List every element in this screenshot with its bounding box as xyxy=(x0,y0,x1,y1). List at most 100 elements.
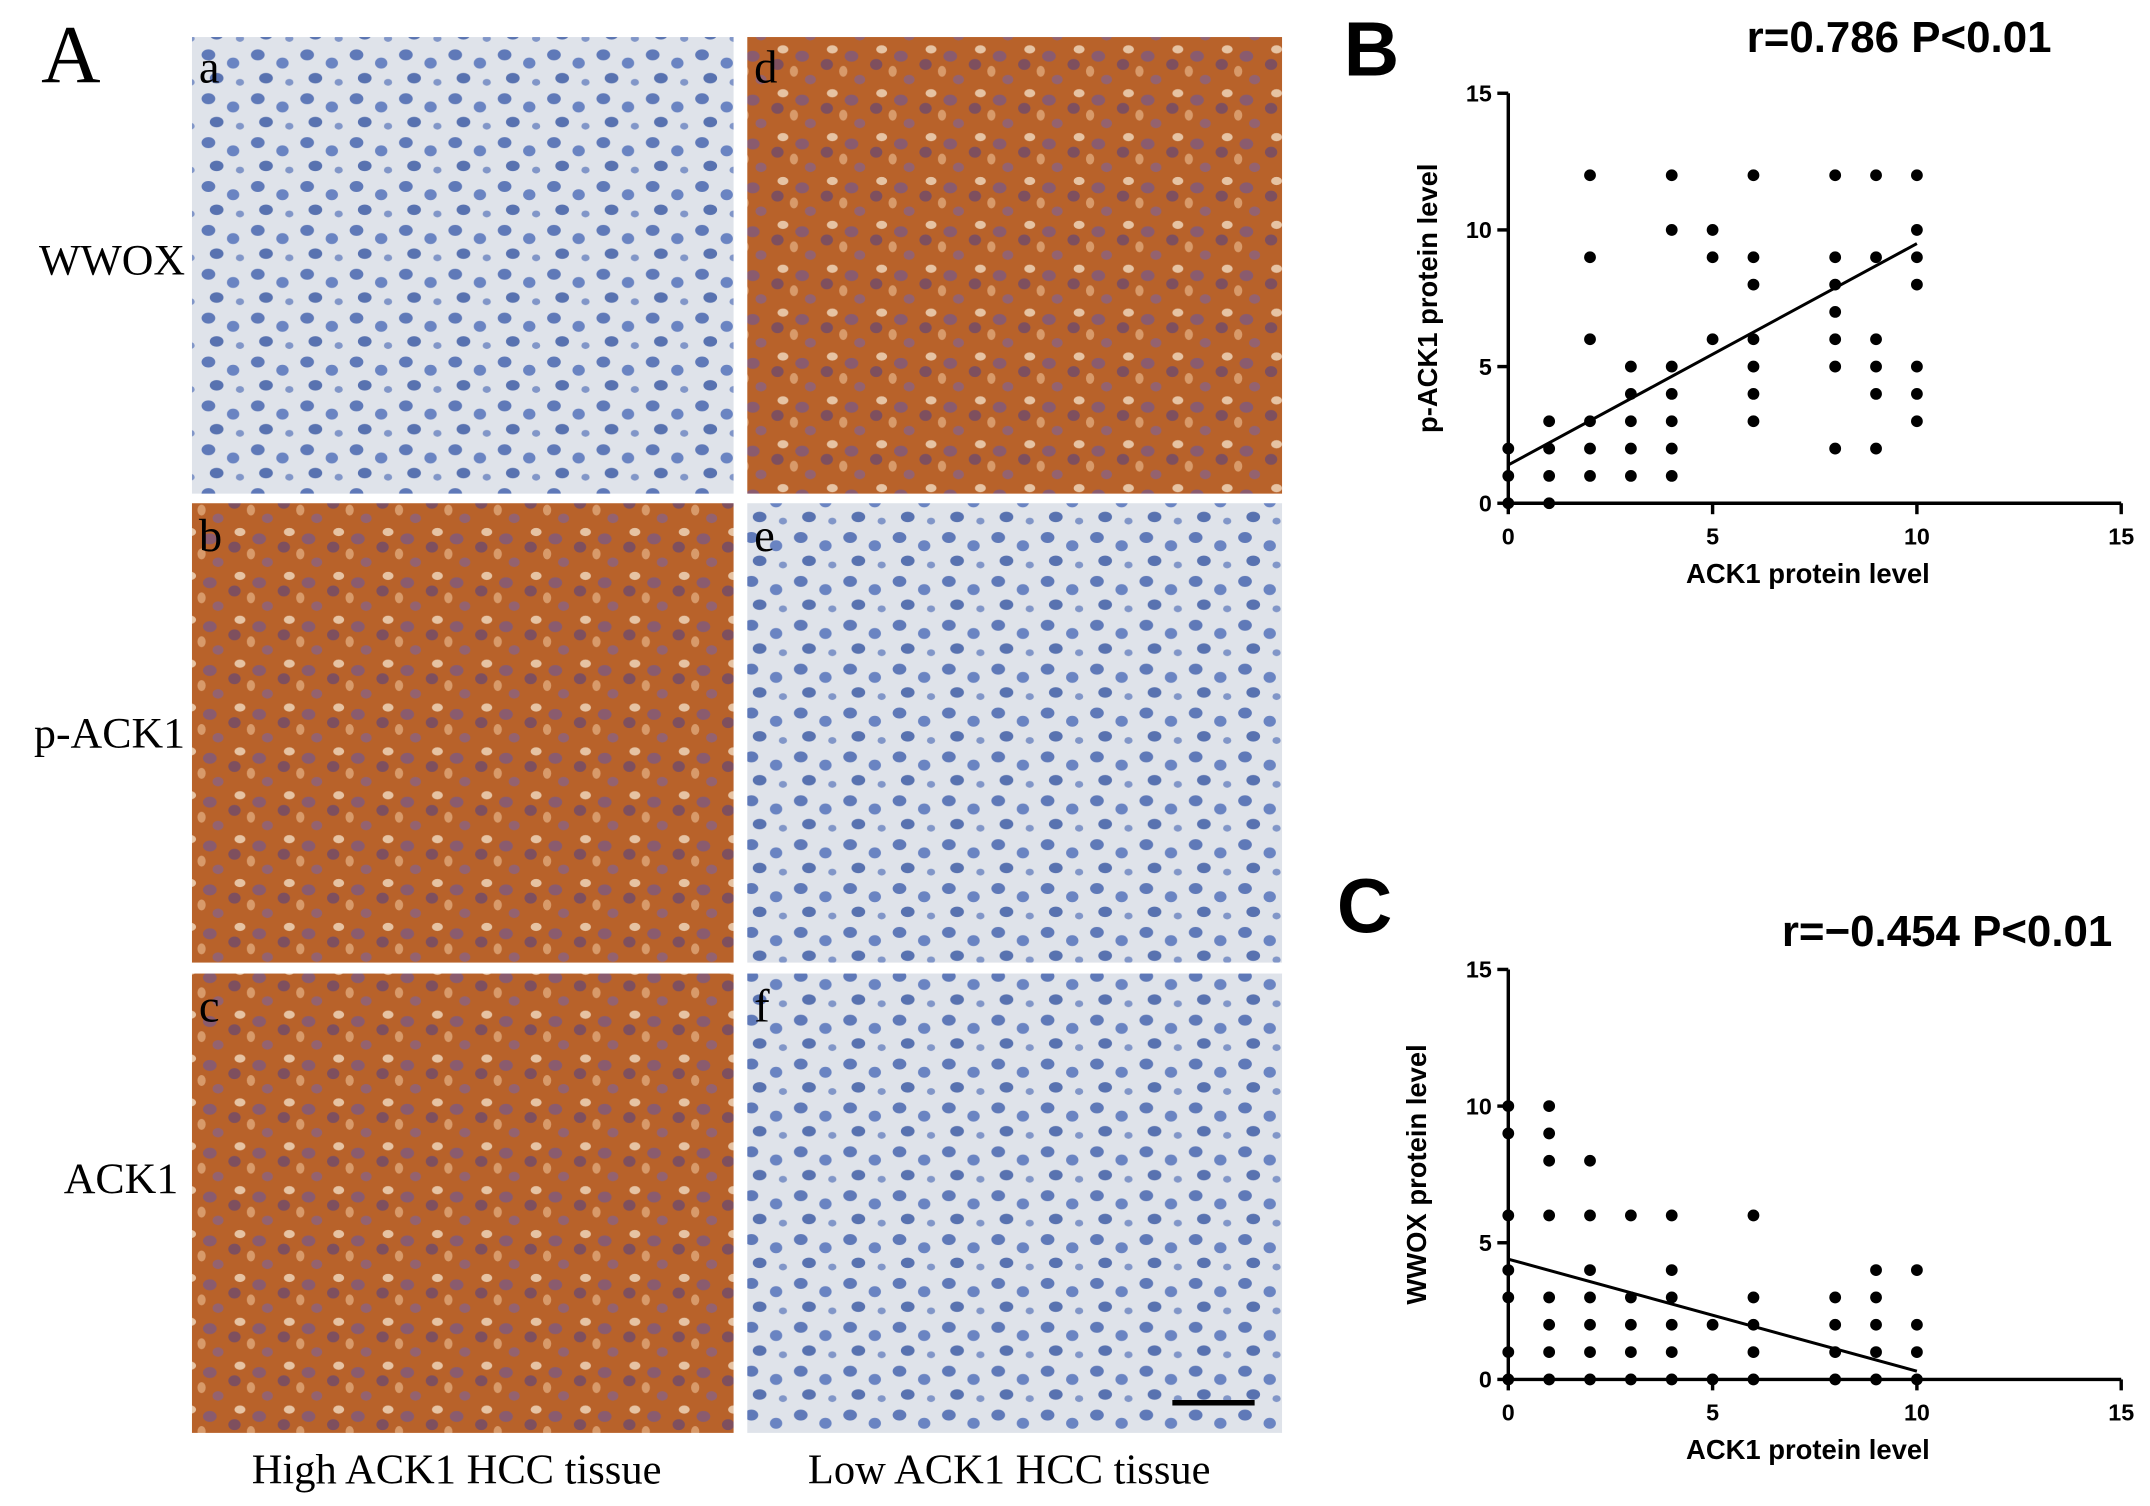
point xyxy=(1911,278,1923,291)
point xyxy=(1706,1318,1719,1331)
point xyxy=(1624,1346,1637,1358)
point xyxy=(1624,415,1637,428)
point xyxy=(1747,251,1760,264)
point xyxy=(1624,442,1637,455)
point xyxy=(1911,1346,1923,1358)
row-label: p-ACK1 xyxy=(34,709,185,757)
column-label: Low ACK1 HCC tissue xyxy=(808,1447,1211,1494)
chart-title: r=0.786 P<0.01 xyxy=(1747,13,2052,62)
point xyxy=(1829,169,1842,182)
point xyxy=(1829,333,1842,346)
point xyxy=(1543,1209,1556,1222)
point xyxy=(1584,1154,1596,1167)
x-axis-label: ACK1 protein level xyxy=(1686,558,1930,589)
point xyxy=(1665,470,1678,482)
point xyxy=(1829,360,1842,373)
point xyxy=(1829,251,1842,264)
point xyxy=(1584,251,1596,264)
point xyxy=(1911,224,1923,236)
x-axis-label: ACK1 protein level xyxy=(1686,1434,1930,1465)
image-label: f xyxy=(754,981,770,1033)
image-label: a xyxy=(199,41,220,93)
y-tick-label: 15 xyxy=(1466,957,1492,983)
y-tick-label: 10 xyxy=(1466,217,1492,243)
image-label: b xyxy=(199,510,222,562)
point xyxy=(1543,1291,1556,1304)
chart-title: r=−0.454 P<0.01 xyxy=(1782,907,2112,956)
point xyxy=(1870,442,1882,455)
point xyxy=(1543,470,1556,482)
micrograph xyxy=(747,973,1283,1433)
image-label: c xyxy=(199,981,220,1033)
point xyxy=(1870,333,1882,346)
y-tick-label: 15 xyxy=(1466,80,1492,106)
point xyxy=(1829,1373,1842,1386)
row-label: ACK1 xyxy=(64,1155,179,1203)
x-tick-label: 10 xyxy=(1904,1400,1930,1426)
point xyxy=(1665,1373,1678,1386)
point xyxy=(1584,169,1596,182)
trend-line xyxy=(1507,1257,1918,1373)
point xyxy=(1665,388,1678,400)
point xyxy=(1911,251,1923,264)
trend-line xyxy=(1507,242,1918,467)
point xyxy=(1624,1373,1637,1386)
point xyxy=(1665,360,1678,373)
x-tick-label: 0 xyxy=(1502,523,1515,549)
point xyxy=(1706,251,1719,264)
point xyxy=(1665,1318,1678,1331)
point xyxy=(1584,1346,1596,1358)
point xyxy=(1829,306,1842,318)
x-tick-label: 5 xyxy=(1706,1400,1719,1426)
point xyxy=(1747,388,1760,400)
y-tick-label: 0 xyxy=(1479,1367,1492,1393)
point xyxy=(1747,360,1760,373)
point xyxy=(1870,169,1882,182)
point xyxy=(1829,442,1842,455)
y-axis-label: WWOX protein level xyxy=(1401,1044,1432,1304)
y-tick-label: 5 xyxy=(1479,1230,1492,1256)
point xyxy=(1911,1264,1923,1276)
point xyxy=(1870,360,1882,373)
point xyxy=(1747,278,1760,291)
panel-label: A xyxy=(41,9,100,100)
point xyxy=(1624,470,1637,482)
point xyxy=(1911,1373,1923,1386)
point xyxy=(1584,1209,1596,1222)
point xyxy=(1870,251,1882,264)
row-label: WWOX xyxy=(39,236,185,284)
point xyxy=(1584,1291,1596,1304)
point xyxy=(1543,1100,1556,1112)
point xyxy=(1543,1127,1556,1140)
point xyxy=(1747,1291,1760,1304)
point xyxy=(1747,169,1760,182)
point xyxy=(1502,1100,1515,1112)
point xyxy=(1624,1318,1637,1331)
point xyxy=(1706,1373,1719,1386)
point xyxy=(1911,169,1923,182)
point xyxy=(1624,1209,1637,1222)
image-label: e xyxy=(754,510,775,562)
point xyxy=(1911,415,1923,428)
y-tick-label: 10 xyxy=(1466,1093,1492,1119)
point xyxy=(1502,1209,1515,1222)
point xyxy=(1706,333,1719,346)
point xyxy=(1665,442,1678,455)
point xyxy=(1543,415,1556,428)
point xyxy=(1911,388,1923,400)
column-label: High ACK1 HCC tissue xyxy=(252,1447,662,1494)
x-tick-label: 5 xyxy=(1706,523,1719,549)
point xyxy=(1747,1209,1760,1222)
x-tick-label: 15 xyxy=(2108,1400,2134,1426)
micrograph xyxy=(191,37,734,494)
point xyxy=(1870,1318,1882,1331)
panel-label: C xyxy=(1337,863,1392,949)
point xyxy=(1584,1264,1596,1276)
point xyxy=(1543,1373,1556,1386)
point xyxy=(1747,333,1760,346)
x-tick-label: 0 xyxy=(1502,1400,1515,1426)
